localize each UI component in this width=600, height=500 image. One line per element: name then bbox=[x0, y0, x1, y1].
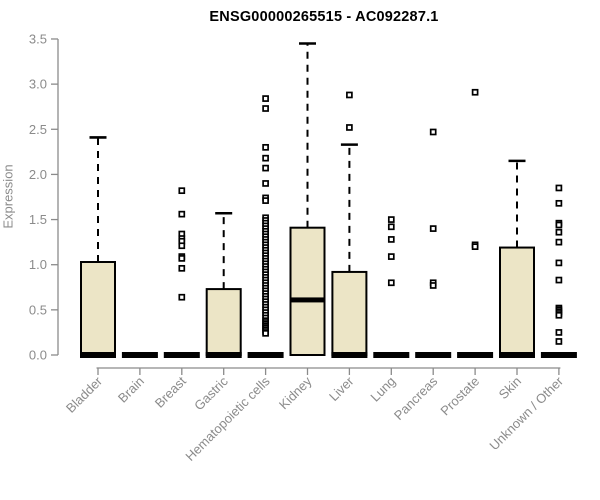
box-group-unknown-other bbox=[540, 184, 577, 358]
box-rect bbox=[331, 270, 368, 356]
outlier-point bbox=[346, 91, 353, 99]
y-tick-label: 3.0 bbox=[29, 77, 47, 92]
outlier-point bbox=[429, 282, 437, 289]
outlier-point bbox=[178, 242, 186, 250]
box-group-breast bbox=[163, 187, 200, 358]
median-line bbox=[80, 352, 116, 358]
y-axis: 0.0 0.5 1.0 1.5 2.0 2.5 3.0 3.5 bbox=[29, 31, 59, 363]
box-group-kidney bbox=[289, 42, 326, 356]
y-tick-label: 0.5 bbox=[29, 302, 47, 317]
x-tick-label: Brain bbox=[115, 374, 147, 406]
box-group-hematopoietic-cells bbox=[247, 95, 284, 358]
outlier-point bbox=[429, 128, 437, 136]
outlier-point bbox=[555, 238, 563, 246]
outlier-point bbox=[555, 221, 563, 229]
outlier-point bbox=[471, 88, 479, 96]
collapsed-box-bar bbox=[373, 352, 410, 358]
box-group-pancreas bbox=[415, 128, 452, 358]
box-group-bladder bbox=[80, 136, 116, 358]
collapsed-box-bar bbox=[457, 352, 494, 358]
outlier-point bbox=[262, 105, 269, 112]
outlier-point bbox=[387, 216, 395, 223]
box-group-prostate bbox=[457, 88, 494, 358]
outlier-point bbox=[262, 197, 269, 204]
median-line bbox=[331, 352, 368, 358]
box-group-gastric bbox=[205, 211, 242, 358]
outlier-point bbox=[387, 279, 395, 287]
collapsed-box-bar bbox=[247, 352, 284, 358]
x-tick-label: Gastric bbox=[191, 373, 231, 413]
x-tick-label: Lung bbox=[367, 374, 398, 405]
outlier-point bbox=[555, 311, 563, 319]
outlier-point bbox=[555, 329, 563, 336]
outlier-point bbox=[178, 210, 186, 218]
box-rect bbox=[499, 246, 535, 356]
y-tick-label: 1.0 bbox=[29, 257, 47, 272]
x-tick-label: Skin bbox=[496, 374, 524, 402]
median-line bbox=[499, 352, 535, 358]
median-line bbox=[290, 297, 325, 303]
outlier-point bbox=[387, 223, 395, 231]
median-line bbox=[205, 352, 242, 358]
outlier-point bbox=[178, 255, 186, 262]
x-tick-label: Prostate bbox=[437, 374, 482, 419]
x-tick-label: Breast bbox=[152, 373, 189, 410]
collapsed-box-bar bbox=[163, 352, 200, 358]
y-tick-label: 0.0 bbox=[29, 348, 47, 363]
y-tick-label: 1.5 bbox=[29, 212, 47, 227]
outlier-point bbox=[555, 199, 563, 207]
outlier-point bbox=[262, 329, 269, 337]
box-group-skin bbox=[499, 159, 535, 358]
outlier-point bbox=[555, 276, 563, 284]
box-group-liver bbox=[331, 91, 368, 358]
y-tick-label: 2.0 bbox=[29, 167, 47, 182]
outlier-point bbox=[262, 154, 269, 162]
box-group-lung bbox=[373, 216, 410, 358]
outlier-point bbox=[555, 259, 563, 267]
outlier-point bbox=[555, 184, 563, 192]
outlier-point bbox=[387, 253, 395, 260]
collapsed-box-bar bbox=[121, 352, 158, 358]
outlier-point bbox=[262, 95, 269, 102]
box-rect bbox=[289, 226, 326, 356]
y-tick-label: 2.5 bbox=[29, 122, 47, 137]
outlier-point bbox=[555, 338, 563, 345]
x-tick-label: Pancreas bbox=[391, 373, 441, 423]
outlier-point bbox=[346, 124, 353, 131]
outlier-point bbox=[262, 180, 269, 187]
outlier-point bbox=[178, 187, 186, 195]
collapsed-box-bar bbox=[415, 352, 452, 358]
box-rect bbox=[80, 261, 116, 357]
outlier-point bbox=[387, 236, 395, 243]
outlier-point bbox=[262, 164, 269, 172]
outlier-point bbox=[471, 243, 479, 251]
chart-title: ENSG00000265515 - AC092287.1 bbox=[209, 9, 439, 25]
y-tick-label: 3.5 bbox=[29, 31, 47, 46]
box-rect bbox=[205, 288, 242, 356]
box-group-brain bbox=[121, 352, 158, 358]
x-tick-label: Bladder bbox=[63, 373, 106, 416]
outlier-point bbox=[429, 225, 437, 232]
x-tick-label: Liver bbox=[326, 373, 357, 404]
collapsed-box-bar bbox=[540, 352, 577, 358]
outlier-point bbox=[178, 293, 186, 301]
outlier-point bbox=[178, 264, 186, 272]
outlier-point bbox=[555, 228, 563, 236]
outlier-point bbox=[262, 143, 269, 151]
x-tick-label: Kidney bbox=[276, 373, 315, 412]
x-tick-label: Unknown / Other bbox=[486, 373, 566, 453]
